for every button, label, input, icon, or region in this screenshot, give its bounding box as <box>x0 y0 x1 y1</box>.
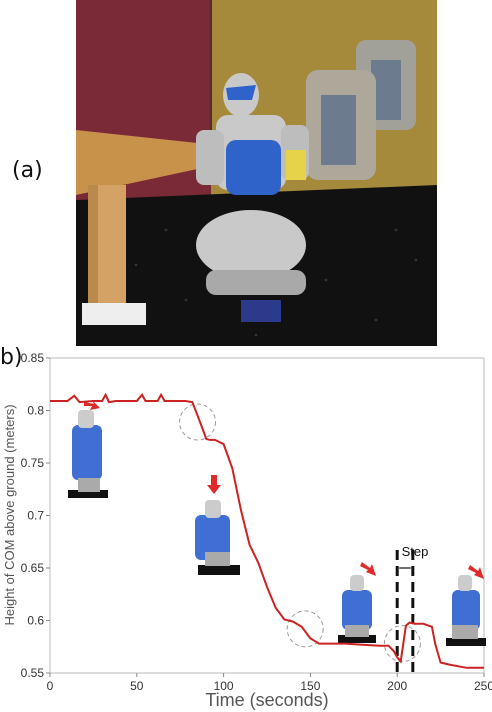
highlight-circle <box>383 625 421 663</box>
plot-frame <box>49 357 485 674</box>
x-tick-label: 50 <box>130 679 144 693</box>
robot-simulation-scene <box>76 0 437 346</box>
y-tick-label: 0.75 <box>21 456 45 470</box>
highlight-circle <box>179 403 217 441</box>
ghost-robots <box>306 40 416 180</box>
panel-label-b: b) <box>0 345 23 370</box>
y-tick-label: 0.7 <box>27 509 44 523</box>
x-tick-label: 200 <box>387 679 407 693</box>
step-label: Step <box>402 544 429 559</box>
table-top <box>76 130 216 195</box>
y-tick-label: 0.8 <box>27 404 44 418</box>
y-tick-label: 0.85 <box>21 351 45 365</box>
com-height-chart: 0.55 0.6 0.65 0.7 0.75 0.8 0.85 0 50 100 150 200 25… <box>2 351 492 710</box>
red-arrows <box>84 400 484 579</box>
robot-figure-4 <box>446 575 486 646</box>
robot-figure-3 <box>338 575 376 643</box>
robot-figure-2 <box>195 500 240 575</box>
y-tick-label: 0.6 <box>27 614 44 628</box>
y-tick-label: 0.65 <box>21 561 45 575</box>
x-tick-label: 100 <box>214 679 234 693</box>
y-tick-label: 0.55 <box>21 666 45 680</box>
x-tick-label: 250 <box>474 679 492 693</box>
x-axis-label: Time (seconds) <box>205 690 328 710</box>
robot <box>196 73 309 322</box>
panel-label-a: (a) <box>12 158 43 183</box>
white-block <box>82 303 146 325</box>
x-tick-label: 0 <box>47 679 54 693</box>
series-line <box>50 392 484 669</box>
robot-figure-1 <box>68 410 108 498</box>
highlight-circle <box>286 610 324 648</box>
x-tick-label: 150 <box>300 679 320 693</box>
y-axis-label: Height of COM above ground (meters) <box>2 404 17 625</box>
